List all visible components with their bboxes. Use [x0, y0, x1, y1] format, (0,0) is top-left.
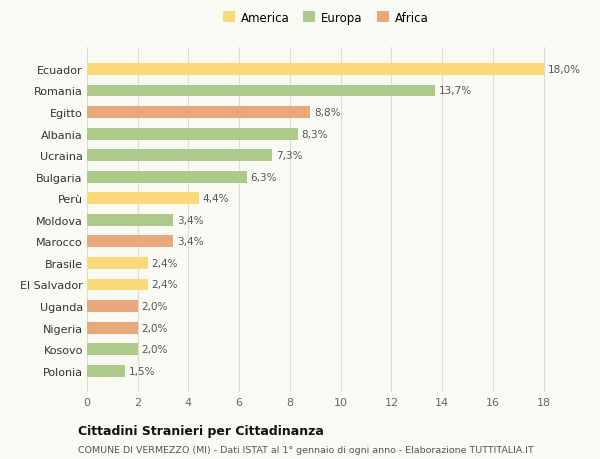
Text: 3,4%: 3,4%	[177, 237, 203, 247]
Text: 8,3%: 8,3%	[301, 129, 328, 139]
Text: 8,8%: 8,8%	[314, 108, 341, 118]
Bar	[87, 257, 148, 269]
Bar	[87, 107, 310, 119]
Text: 13,7%: 13,7%	[439, 86, 472, 96]
Text: 4,4%: 4,4%	[202, 194, 229, 204]
Text: 2,0%: 2,0%	[142, 323, 168, 333]
Text: 2,4%: 2,4%	[152, 258, 178, 269]
Bar	[87, 236, 173, 248]
Bar	[87, 365, 125, 377]
Bar	[87, 279, 148, 291]
Bar	[87, 193, 199, 205]
Bar	[87, 343, 138, 355]
Text: 2,4%: 2,4%	[152, 280, 178, 290]
Text: 6,3%: 6,3%	[251, 172, 277, 182]
Text: 1,5%: 1,5%	[129, 366, 155, 376]
Text: 7,3%: 7,3%	[276, 151, 302, 161]
Text: 2,0%: 2,0%	[142, 302, 168, 311]
Text: 3,4%: 3,4%	[177, 215, 203, 225]
Text: COMUNE DI VERMEZZO (MI) - Dati ISTAT al 1° gennaio di ogni anno - Elaborazione T: COMUNE DI VERMEZZO (MI) - Dati ISTAT al …	[78, 445, 534, 454]
Text: 2,0%: 2,0%	[142, 344, 168, 354]
Bar	[87, 301, 138, 312]
Bar	[87, 150, 272, 162]
Bar	[87, 64, 544, 76]
Text: Cittadini Stranieri per Cittadinanza: Cittadini Stranieri per Cittadinanza	[78, 425, 324, 437]
Legend: America, Europa, Africa: America, Europa, Africa	[220, 9, 431, 27]
Bar	[87, 171, 247, 183]
Bar	[87, 85, 434, 97]
Bar	[87, 129, 298, 140]
Bar	[87, 214, 173, 226]
Text: 18,0%: 18,0%	[548, 65, 581, 75]
Bar	[87, 322, 138, 334]
